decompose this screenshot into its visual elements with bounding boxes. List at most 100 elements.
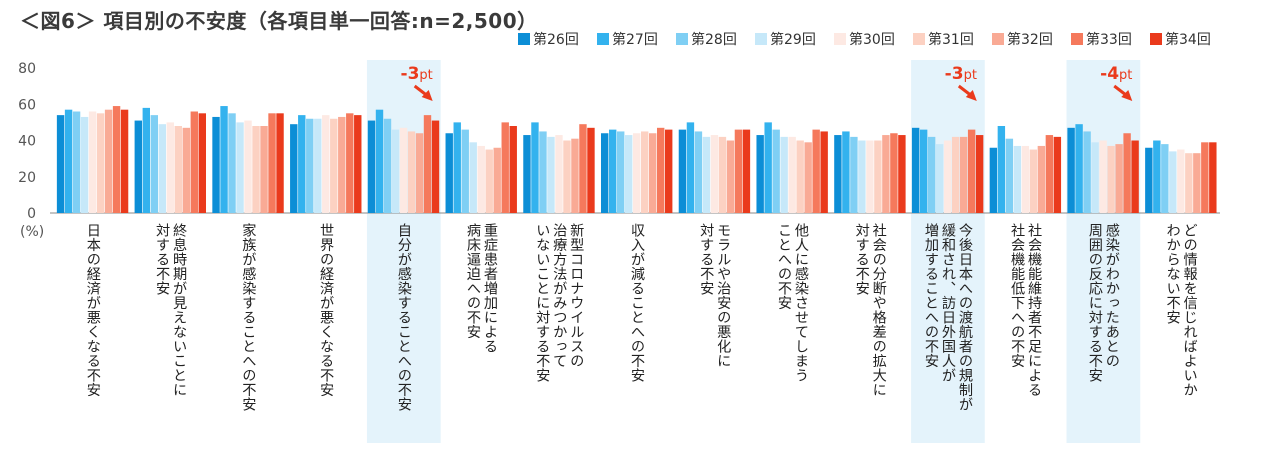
legend-swatch xyxy=(1150,33,1162,45)
category-label-line: ことへの不安 xyxy=(776,223,792,310)
legend-label: 第34回 xyxy=(1165,31,1211,48)
bar-第30回-10 xyxy=(788,136,796,213)
bar-第30回-13 xyxy=(1021,145,1030,213)
bar-第26回-2 xyxy=(134,120,142,213)
category-label-line: どの情報を信じればよいか xyxy=(1182,223,1198,397)
bar-第33回-1 xyxy=(112,106,121,213)
highlight-band-3 xyxy=(1066,60,1141,443)
bar-第33回-7 xyxy=(579,124,587,213)
bar-第27回-11 xyxy=(842,131,850,213)
bar-第29回-7 xyxy=(547,136,555,213)
bar-第32回-5 xyxy=(415,133,424,213)
bar-第27回-6 xyxy=(453,122,461,213)
legend-item-7: 第32回 xyxy=(992,31,1053,48)
category-label-8: 収入が減ることへの不安 xyxy=(629,223,645,383)
bar-第30回-3 xyxy=(244,120,252,213)
bar-第29回-5 xyxy=(391,129,400,213)
legend-swatch xyxy=(597,33,609,45)
chart-title: ＜図6＞ 項目別の不安度（各項目単一回答:n=2,500） xyxy=(20,9,538,33)
bar-第28回-2 xyxy=(150,115,158,213)
category-label-line: 緩和され、訪日外国人が xyxy=(940,223,956,383)
legend-swatch xyxy=(755,33,767,45)
bar-第28回-11 xyxy=(850,136,858,213)
bar-第34回-10 xyxy=(820,131,828,213)
bar-第32回-7 xyxy=(571,138,579,213)
bar-第26回-8 xyxy=(601,133,609,213)
bar-第30回-11 xyxy=(866,140,874,213)
bar-第34回-15 xyxy=(1209,142,1217,213)
bar-第31回-9 xyxy=(718,136,727,213)
bar-第28回-1 xyxy=(72,111,81,213)
bar-第26回-12 xyxy=(911,127,920,213)
bar-第33回-13 xyxy=(1045,135,1054,213)
legend-swatch xyxy=(992,33,1004,45)
bar-第29回-14 xyxy=(1091,142,1099,213)
category-label-line: モラルや治安の悪化に xyxy=(715,223,731,368)
bar-第31回-15 xyxy=(1185,153,1193,213)
bar-第34回-11 xyxy=(898,135,906,213)
bar-第27回-10 xyxy=(764,122,772,213)
bar-第28回-12 xyxy=(927,136,936,213)
bar-第28回-4 xyxy=(306,118,314,213)
bar-第32回-6 xyxy=(493,147,501,213)
legend-label: 第28回 xyxy=(691,31,737,48)
bar-第33回-10 xyxy=(812,129,820,213)
bar-第28回-7 xyxy=(539,131,547,213)
category-label-line: いないことに対する不安 xyxy=(534,223,550,383)
bar-第27回-4 xyxy=(298,115,306,213)
bar-第32回-1 xyxy=(104,109,113,213)
bar-第26回-5 xyxy=(367,120,376,213)
bar-第31回-4 xyxy=(330,118,338,213)
bar-第31回-7 xyxy=(563,140,571,213)
bar-第29回-12 xyxy=(935,144,944,213)
bar-第30回-5 xyxy=(399,127,408,213)
bar-第29回-10 xyxy=(780,136,788,213)
bar-第34回-6 xyxy=(509,126,517,213)
legend-item-1: 第26回 xyxy=(518,31,579,48)
bar-第34回-5 xyxy=(431,120,440,213)
bar-第29回-15 xyxy=(1169,151,1177,213)
bar-第29回-11 xyxy=(858,140,866,213)
bar-第27回-7 xyxy=(531,122,539,213)
category-label-line: 世界の経済が悪くなる不安 xyxy=(318,223,334,397)
legend-label: 第29回 xyxy=(770,31,816,48)
bar-第26回-4 xyxy=(290,124,298,213)
category-label-line: 収入が減ることへの不安 xyxy=(629,223,645,383)
category-label-line: 社会機能低下への不安 xyxy=(1009,223,1025,368)
bar-第34回-1 xyxy=(120,109,129,213)
legend-item-9: 第34回 xyxy=(1150,31,1211,48)
category-label-line: 重症患者増加による xyxy=(482,223,498,354)
bar-第29回-4 xyxy=(314,118,322,213)
bar-第31回-5 xyxy=(407,131,416,213)
legend-item-4: 第29回 xyxy=(755,31,816,48)
bars xyxy=(56,106,1217,213)
bar-第33回-11 xyxy=(890,133,898,213)
category-label-1: 日本の経済が悪くなる不安 xyxy=(85,223,101,397)
bar-第28回-15 xyxy=(1161,144,1169,213)
bar-第29回-6 xyxy=(469,142,477,213)
category-label-5: 自分が感染することへの不安 xyxy=(396,223,412,412)
arrow-head-icon xyxy=(965,90,977,101)
arrow-head-icon xyxy=(1121,90,1133,101)
category-label-3: 家族が感染することへの不安 xyxy=(240,222,256,411)
category-label-line: わからない不安 xyxy=(1165,223,1181,325)
category-label-line: 感染がわかったあとの xyxy=(1104,222,1120,368)
bar-第28回-6 xyxy=(461,129,469,213)
bar-第33回-4 xyxy=(346,113,354,213)
bar-第27回-5 xyxy=(375,109,384,213)
bar-第34回-9 xyxy=(742,129,751,213)
bar-第34回-14 xyxy=(1131,140,1139,213)
bar-第26回-6 xyxy=(445,133,453,213)
y-tick-label: 0 xyxy=(27,206,36,222)
bar-第29回-13 xyxy=(1013,145,1022,213)
bar-第31回-11 xyxy=(874,140,882,213)
bar-第26回-13 xyxy=(989,147,998,213)
bar-第30回-1 xyxy=(88,111,97,213)
bar-第28回-14 xyxy=(1083,131,1091,213)
bar-第30回-15 xyxy=(1177,149,1185,213)
legend-swatch xyxy=(913,33,925,45)
y-tick-label: 40 xyxy=(18,134,36,150)
